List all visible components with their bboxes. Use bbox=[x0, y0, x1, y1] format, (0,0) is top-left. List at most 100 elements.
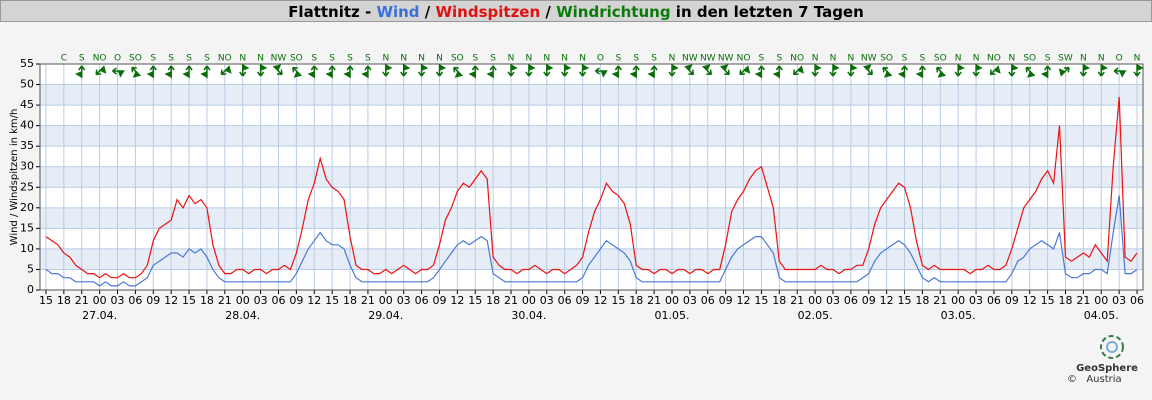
direction-label: S bbox=[1045, 54, 1051, 64]
x-tick-label: 03 bbox=[111, 294, 125, 307]
direction-arrow bbox=[561, 63, 572, 77]
direction-label: S bbox=[79, 54, 85, 64]
y-tick-label: 5 bbox=[27, 262, 34, 275]
x-tick-label: 03 bbox=[254, 294, 268, 307]
direction-arrow bbox=[182, 65, 193, 79]
direction-arrow bbox=[468, 65, 479, 79]
x-tick-label: 09 bbox=[576, 294, 590, 307]
direction-label: S bbox=[365, 54, 371, 64]
direction-arrow bbox=[936, 66, 946, 78]
direction-label: N bbox=[1080, 54, 1087, 64]
direction-arrow bbox=[989, 65, 1001, 76]
x-tick-label: 12 bbox=[737, 294, 751, 307]
logo: GeoSphere Austria © bbox=[1067, 335, 1138, 385]
direction-arrow bbox=[507, 63, 518, 77]
date-label: 02.05. bbox=[798, 309, 833, 322]
direction-arrow bbox=[882, 66, 893, 78]
direction-label: S bbox=[311, 54, 317, 64]
direction-label: N bbox=[418, 54, 425, 64]
x-tick-label: 18 bbox=[486, 294, 500, 307]
direction-label: S bbox=[204, 54, 210, 64]
date-label: 04.05. bbox=[1084, 309, 1119, 322]
direction-arrow bbox=[754, 65, 766, 79]
x-tick-label: 18 bbox=[772, 294, 786, 307]
x-tick-label: 12 bbox=[307, 294, 321, 307]
direction-arrow bbox=[829, 63, 840, 77]
direction-arrow bbox=[702, 64, 713, 76]
direction-arrow bbox=[668, 63, 679, 77]
direction-arrow bbox=[361, 65, 372, 79]
direction-label: NO bbox=[987, 54, 1001, 64]
x-tick-label: 12 bbox=[164, 294, 178, 307]
direction-label: NO bbox=[218, 54, 232, 64]
direction-label: N bbox=[1098, 54, 1105, 64]
direction-label: N bbox=[847, 54, 854, 64]
x-tick-label: 21 bbox=[647, 294, 661, 307]
x-tick-label: 03 bbox=[397, 294, 411, 307]
date-label: 29.04. bbox=[368, 309, 403, 322]
y-tick-label: 40 bbox=[20, 119, 34, 132]
copyright: © bbox=[1067, 374, 1077, 385]
direction-arrow bbox=[847, 63, 858, 77]
logo-mark bbox=[1100, 335, 1124, 359]
direction-arrow bbox=[719, 64, 730, 76]
direction-arrow bbox=[200, 65, 211, 79]
x-tick-label: 00 bbox=[522, 294, 536, 307]
direction-label: NO bbox=[790, 54, 804, 64]
direction-label: NW bbox=[861, 54, 877, 64]
x-tick-label: 21 bbox=[361, 294, 375, 307]
title-part: Flattnitz - bbox=[288, 3, 376, 21]
x-tick-label: 00 bbox=[93, 294, 107, 307]
title-part: / bbox=[420, 3, 436, 21]
direction-arrow bbox=[543, 63, 554, 77]
grid-band bbox=[40, 84, 1143, 106]
direction-label: SO bbox=[129, 54, 142, 64]
x-tick-label: 09 bbox=[289, 294, 303, 307]
direction-arrow bbox=[343, 65, 354, 79]
y-tick-label: 35 bbox=[20, 139, 34, 152]
direction-label: N bbox=[400, 54, 407, 64]
x-tick-label: 15 bbox=[611, 294, 625, 307]
direction-arrow bbox=[772, 65, 783, 79]
y-tick-label: 55 bbox=[20, 57, 34, 70]
x-tick-label: 03 bbox=[969, 294, 983, 307]
direction-arrow bbox=[1025, 66, 1036, 78]
x-tick-label: 15 bbox=[182, 294, 196, 307]
direction-label: S bbox=[633, 54, 639, 64]
direction-arrow bbox=[75, 65, 86, 79]
direction-arrow bbox=[220, 65, 232, 76]
x-tick-label: 21 bbox=[504, 294, 518, 307]
x-tick-label: 00 bbox=[665, 294, 679, 307]
x-tick-label: 12 bbox=[593, 294, 607, 307]
direction-label: S bbox=[329, 54, 335, 64]
direction-arrow bbox=[915, 65, 927, 79]
x-tick-label: 15 bbox=[1041, 294, 1055, 307]
x-tick-label: 18 bbox=[915, 294, 929, 307]
direction-label: S bbox=[186, 54, 192, 64]
direction-label: NW bbox=[718, 54, 734, 64]
direction-label: S bbox=[776, 54, 782, 64]
direction-label: O bbox=[597, 54, 604, 64]
x-tick-label: 00 bbox=[808, 294, 822, 307]
series-line bbox=[45, 195, 1138, 287]
date-label: 30.04. bbox=[511, 309, 546, 322]
direction-label: S bbox=[759, 54, 765, 64]
x-tick-label: 09 bbox=[432, 294, 446, 307]
direction-label: N bbox=[436, 54, 443, 64]
direction-arrow bbox=[325, 65, 336, 79]
direction-label: S bbox=[168, 54, 174, 64]
direction-label: S bbox=[902, 54, 908, 64]
direction-label: SO bbox=[934, 54, 947, 64]
x-tick-label: 06 bbox=[415, 294, 429, 307]
direction-label: SO bbox=[1023, 54, 1036, 64]
x-tick-label: 09 bbox=[1005, 294, 1019, 307]
x-tick-label: 18 bbox=[57, 294, 71, 307]
direction-arrow bbox=[453, 66, 464, 78]
direction-label: N bbox=[382, 54, 389, 64]
x-tick-label: 15 bbox=[325, 294, 339, 307]
title-part: Windspitzen bbox=[435, 3, 540, 21]
x-tick-label: 21 bbox=[218, 294, 232, 307]
series-line bbox=[45, 96, 1138, 279]
direction-arrow bbox=[272, 64, 283, 76]
